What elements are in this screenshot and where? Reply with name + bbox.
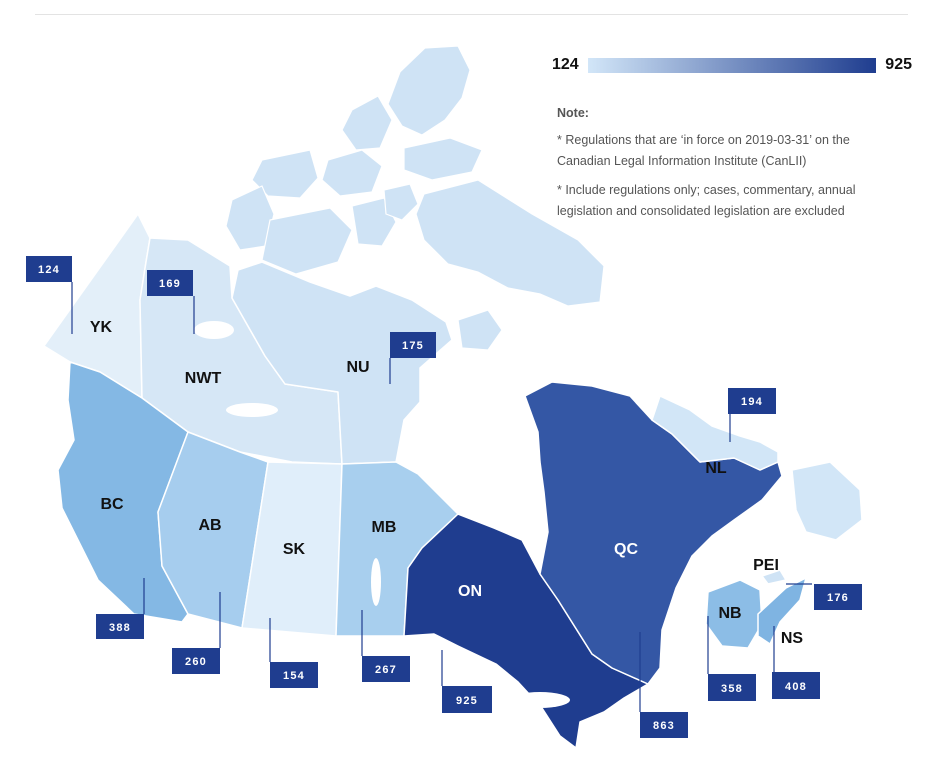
provinces [43, 213, 863, 749]
note-line-1: * Regulations that are ‘in force on 2019… [557, 133, 850, 168]
island-ellesmere [387, 45, 471, 136]
island-melville [251, 149, 319, 199]
top-divider [35, 14, 908, 15]
callout-ab: 260 [172, 648, 220, 674]
label-nb: NB [718, 605, 741, 622]
svg-text:358: 358 [721, 683, 743, 695]
callout-lines [71, 282, 812, 712]
lake-superior [510, 692, 570, 708]
label-qc: QC [614, 541, 638, 558]
label-nu: NU [346, 359, 369, 376]
svg-text:124: 124 [38, 264, 60, 276]
province-ab[interactable] [157, 431, 269, 629]
province-pei[interactable] [761, 569, 787, 585]
water-features [194, 321, 570, 708]
svg-text:925: 925 [456, 695, 478, 707]
lake-winnipeg [371, 558, 381, 606]
svg-text:154: 154 [283, 670, 305, 682]
callouts: 124 169 175 388 260 154 267 925 [26, 256, 862, 738]
island-southampton [457, 309, 503, 351]
svg-text:175: 175 [402, 340, 424, 352]
great-bear-lake [194, 321, 234, 339]
island-victoria [261, 207, 353, 275]
svg-text:267: 267 [375, 664, 397, 676]
label-pei: PEI [753, 557, 779, 574]
label-nwt: NWT [185, 370, 222, 387]
label-nl: NL [705, 460, 727, 477]
island-somerset [383, 183, 419, 221]
island-prince-of-wales [351, 197, 397, 247]
callout-mb: 267 [362, 656, 410, 682]
arctic-islands [225, 45, 605, 351]
label-ab: AB [198, 517, 221, 534]
svg-text:863: 863 [653, 720, 675, 732]
note-title: Note: [557, 106, 589, 120]
province-bc[interactable] [57, 361, 189, 623]
callout-nl: 194 [728, 388, 776, 414]
callout-pei: 176 [814, 584, 862, 610]
label-yk: YK [90, 319, 113, 336]
callout-sk: 154 [270, 662, 318, 688]
svg-text:408: 408 [785, 681, 807, 693]
island-axel-heiberg [341, 95, 393, 151]
svg-text:176: 176 [827, 592, 849, 604]
island-baffin [415, 179, 605, 307]
callout-nb: 358 [708, 674, 756, 701]
province-nl-labrador[interactable] [651, 395, 779, 471]
label-mb: MB [372, 519, 397, 536]
callout-nu: 175 [390, 332, 436, 358]
callout-on: 925 [442, 686, 492, 713]
svg-text:388: 388 [109, 622, 131, 634]
great-slave-lake [226, 403, 278, 417]
svg-text:169: 169 [159, 278, 181, 290]
label-on: ON [458, 583, 482, 600]
label-sk: SK [283, 541, 306, 558]
island-devon [403, 137, 483, 181]
callout-nwt: 169 [147, 270, 193, 296]
label-bc: BC [100, 496, 124, 513]
callout-bc: 388 [96, 614, 144, 639]
callout-ns: 408 [772, 672, 820, 699]
province-labels: YK NWT NU BC AB SK MB ON QC NL NB NS PEI [90, 319, 804, 647]
callout-yk: 124 [26, 256, 72, 282]
island-cornwallis [321, 149, 383, 197]
province-nb[interactable] [705, 579, 763, 649]
svg-text:194: 194 [741, 396, 763, 408]
note-line-2: * Include regulations only; cases, comme… [557, 183, 856, 218]
province-nl-newfoundland[interactable] [791, 461, 863, 541]
legend-gradient-bar [588, 58, 876, 73]
svg-text:260: 260 [185, 656, 207, 668]
label-ns: NS [781, 630, 804, 647]
note-panel: Note: * Regulations that are ‘in force o… [557, 103, 902, 230]
legend-max-label: 925 [885, 56, 912, 73]
color-legend: 124 925 [550, 56, 912, 76]
province-ns[interactable] [757, 577, 807, 645]
callout-qc: 863 [640, 712, 688, 738]
legend-min-label: 124 [552, 56, 579, 73]
